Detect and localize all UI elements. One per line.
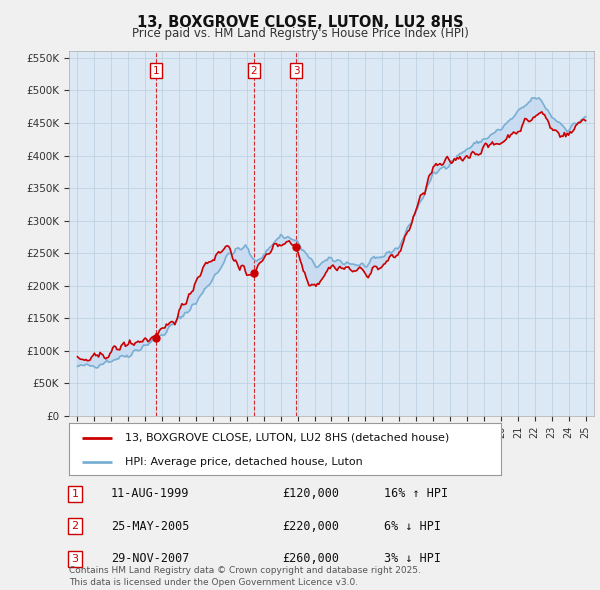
Text: 25-MAY-2005: 25-MAY-2005: [111, 520, 190, 533]
Text: 13, BOXGROVE CLOSE, LUTON, LU2 8HS (detached house): 13, BOXGROVE CLOSE, LUTON, LU2 8HS (deta…: [125, 432, 449, 442]
Text: 3: 3: [71, 554, 79, 563]
Text: 6% ↓ HPI: 6% ↓ HPI: [384, 520, 441, 533]
Text: 11-AUG-1999: 11-AUG-1999: [111, 487, 190, 500]
Text: 3: 3: [293, 66, 299, 76]
Text: HPI: Average price, detached house, Luton: HPI: Average price, detached house, Luto…: [125, 457, 363, 467]
Text: 2: 2: [71, 522, 79, 531]
Text: 16% ↑ HPI: 16% ↑ HPI: [384, 487, 448, 500]
Text: 1: 1: [71, 489, 79, 499]
Text: 1: 1: [152, 66, 159, 76]
Text: 13, BOXGROVE CLOSE, LUTON, LU2 8HS: 13, BOXGROVE CLOSE, LUTON, LU2 8HS: [137, 15, 463, 30]
Text: £120,000: £120,000: [282, 487, 339, 500]
Text: 3% ↓ HPI: 3% ↓ HPI: [384, 552, 441, 565]
Text: 29-NOV-2007: 29-NOV-2007: [111, 552, 190, 565]
Text: 2: 2: [250, 66, 257, 76]
Text: £260,000: £260,000: [282, 552, 339, 565]
Text: £220,000: £220,000: [282, 520, 339, 533]
Text: Contains HM Land Registry data © Crown copyright and database right 2025.
This d: Contains HM Land Registry data © Crown c…: [69, 566, 421, 587]
Text: Price paid vs. HM Land Registry's House Price Index (HPI): Price paid vs. HM Land Registry's House …: [131, 27, 469, 40]
